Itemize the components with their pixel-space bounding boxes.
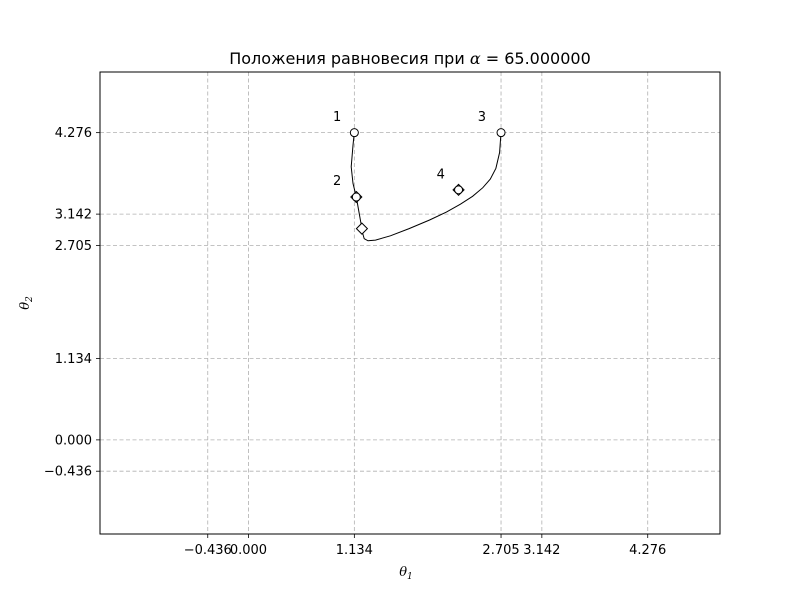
series-layer (349, 128, 506, 242)
point-label: 4 (437, 167, 445, 182)
diamond-marker (355, 222, 369, 235)
x-axis-label: θ1 (399, 565, 413, 582)
point-label: 2 (333, 174, 341, 189)
circle-marker (454, 185, 464, 195)
plot-frame (99, 71, 721, 535)
circle-marker (351, 192, 361, 202)
x-tick-label: 3.142 (523, 543, 560, 558)
x-tick-label: 1.134 (336, 543, 373, 558)
y-axis-label: θ2 (18, 296, 35, 310)
y-ticks: 4.276 3.142 2.705 1.134 0.000 −0.436 (44, 126, 100, 480)
annotations: 1 2 3 4 (333, 110, 486, 189)
chart-title: Положения равновесия при α = 65.000000 (229, 49, 591, 68)
x-tick-label: 2.705 (482, 543, 519, 558)
y-tick-label: 2.705 (55, 239, 92, 254)
y-tick-label: 0.000 (55, 433, 92, 448)
x-tick-label: 0.000 (230, 543, 267, 558)
point-label: 1 (333, 110, 341, 125)
point-label: 3 (478, 110, 486, 125)
circle-marker (349, 128, 359, 138)
x-tick-label: −0.436 (184, 543, 232, 558)
y-tick-label: 4.276 (55, 126, 92, 141)
y-tick-label: 3.142 (55, 208, 92, 223)
circle-marker (496, 128, 506, 138)
x-tick-label: 4.276 (629, 543, 666, 558)
grid-lines (100, 72, 720, 534)
y-tick-label: 1.134 (55, 352, 92, 367)
y-tick-label: −0.436 (44, 465, 92, 480)
